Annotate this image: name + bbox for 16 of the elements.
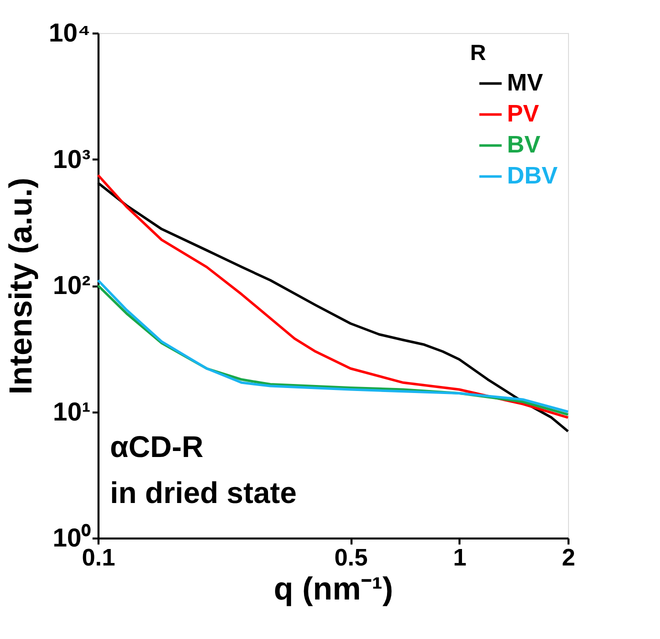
x-axis-title: q (nm⁻¹) <box>274 570 394 606</box>
legend-label: BV <box>507 132 540 158</box>
y-tick-label: 10³ <box>52 144 91 174</box>
annotation: αCD-R <box>110 431 204 464</box>
y-tick-label: 10¹ <box>52 396 90 426</box>
y-axis-title: Intensity (a.u.) <box>2 178 39 394</box>
x-tick-label: 0.5 <box>334 544 368 572</box>
legend-label: MV <box>507 70 543 96</box>
annotation: in dried state <box>110 477 297 510</box>
x-tick-label: 2 <box>562 544 576 572</box>
legend-label: DBV <box>507 162 558 190</box>
legend-title: R <box>470 40 486 65</box>
legend-label: PV <box>507 100 540 128</box>
x-tick-label: 1 <box>453 544 466 572</box>
y-tick-label: 10² <box>52 270 91 300</box>
y-tick-label: 10⁴ <box>48 18 90 48</box>
